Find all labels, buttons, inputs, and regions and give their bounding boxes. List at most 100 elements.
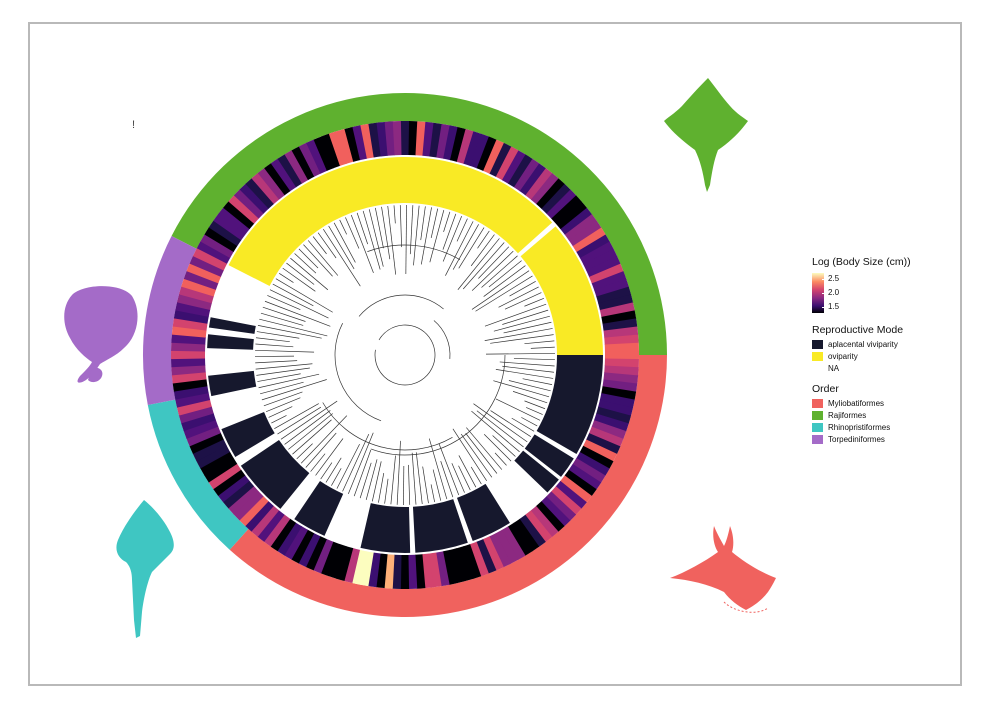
size-ring-cell [192, 248, 228, 271]
size-ring-cell [501, 150, 527, 184]
size-ring-cell [550, 486, 582, 516]
size-ring-cell [200, 233, 234, 259]
tree-branch [471, 410, 520, 453]
size-ring-cell [213, 213, 246, 241]
tree-branch [323, 229, 361, 287]
size-ring-cell [594, 278, 629, 298]
mode-ring-segment [208, 370, 257, 397]
tree-branch [331, 468, 342, 486]
tree-branch [300, 415, 348, 464]
size-ring-cell [192, 439, 227, 462]
size-ring-cell [298, 142, 321, 177]
size-ring-cell [513, 518, 540, 552]
size-ring-cell [551, 195, 583, 225]
tree-branch [465, 433, 498, 474]
tree-branch [504, 292, 542, 310]
tree-branch [409, 205, 414, 255]
size-ring-cell [392, 554, 402, 589]
legend-order: Order Myliobatiformes Rajiformes Rhinopr… [812, 383, 962, 445]
legend-label: Torpediniformes [828, 435, 885, 444]
tree-branch [303, 244, 333, 277]
tree-branch [526, 407, 543, 415]
tree-branch [257, 373, 301, 382]
size-ring-cell [560, 475, 592, 503]
tree-branch [353, 449, 372, 497]
tree-branch [378, 473, 385, 503]
size-ring-cell [603, 372, 639, 385]
tree-branch [312, 236, 327, 255]
legend-label: Rhinopristiformes [828, 423, 891, 432]
tree-branch [342, 433, 370, 492]
size-ring-cell [233, 189, 264, 219]
tree-arc [358, 294, 444, 317]
size-ring-cell [443, 125, 459, 161]
size-ring-cell [305, 536, 327, 571]
tree-branch [430, 208, 439, 238]
tree-branch [502, 309, 549, 325]
size-ring-cell [507, 522, 533, 556]
size-ring-cell [189, 255, 224, 277]
mode-ring-segment [208, 317, 256, 334]
size-ring-cell [186, 426, 221, 447]
size-ring-cell [560, 207, 593, 236]
tree-branch [432, 469, 442, 501]
size-ring-cell [223, 201, 255, 230]
tree-branch [255, 337, 290, 343]
size-ring-cell [178, 285, 214, 304]
size-ring-cell [392, 121, 403, 156]
size-ring-cell [591, 271, 627, 291]
tree-branch [288, 413, 333, 450]
size-ring-cell [602, 379, 638, 393]
tree-branch [503, 321, 552, 334]
size-ring-cell [525, 168, 553, 200]
tree-branch [429, 210, 445, 263]
size-ring-cell [530, 173, 559, 205]
size-ring-cell [586, 433, 621, 455]
tree-branch [405, 205, 407, 275]
size-ring-cell [228, 194, 260, 224]
tree-branch [255, 360, 298, 364]
tree-branch [512, 391, 548, 404]
tree-branch [458, 227, 485, 269]
size-ring-cell [189, 432, 224, 454]
mode-ring-segment [456, 483, 510, 542]
size-ring-cell [175, 301, 211, 317]
size-ring-cell [564, 214, 598, 241]
size-ring-cell [604, 334, 639, 346]
size-ring-cell [495, 146, 519, 181]
size-ring-cell [582, 439, 618, 462]
size-ring-cell [173, 385, 209, 400]
size-ring-cell [599, 302, 635, 318]
mode-ring-segment [221, 411, 275, 457]
size-ring-cell [176, 399, 212, 416]
size-ring-cell [291, 529, 315, 564]
tree-arc [370, 354, 506, 456]
tree-branch [260, 381, 304, 395]
tree-branch [268, 406, 293, 418]
size-ring-cell [436, 123, 451, 159]
annotation-rings [143, 92, 668, 617]
legend: Log (Body Size (cm)) 2.5 2.0 1.5 Reprodu… [812, 256, 962, 454]
legend-item-mode: oviparity [812, 351, 962, 362]
size-ring-cell [495, 529, 519, 564]
tree-branch [307, 240, 339, 276]
tree-branch [328, 225, 355, 270]
tree-branch [356, 212, 369, 245]
tree-branch [347, 432, 374, 495]
size-ring-cell [204, 457, 238, 483]
size-ring-cell [546, 491, 577, 521]
swatch-torpediniformes [812, 435, 823, 444]
size-ring-cell [501, 526, 526, 560]
mode-ring-segment [536, 355, 603, 454]
size-ring-cell [183, 270, 219, 290]
size-ring-cell [208, 220, 242, 247]
size-ring-cell [601, 310, 637, 325]
tree-branch [440, 461, 454, 498]
size-ring-cell [336, 128, 354, 164]
legend-order-title: Order [812, 383, 839, 395]
mode-ring-segment [360, 503, 411, 553]
tree-branch [470, 234, 495, 267]
tree-branch [272, 283, 314, 307]
size-ring-cell [576, 234, 610, 259]
tree-branch [280, 400, 338, 440]
